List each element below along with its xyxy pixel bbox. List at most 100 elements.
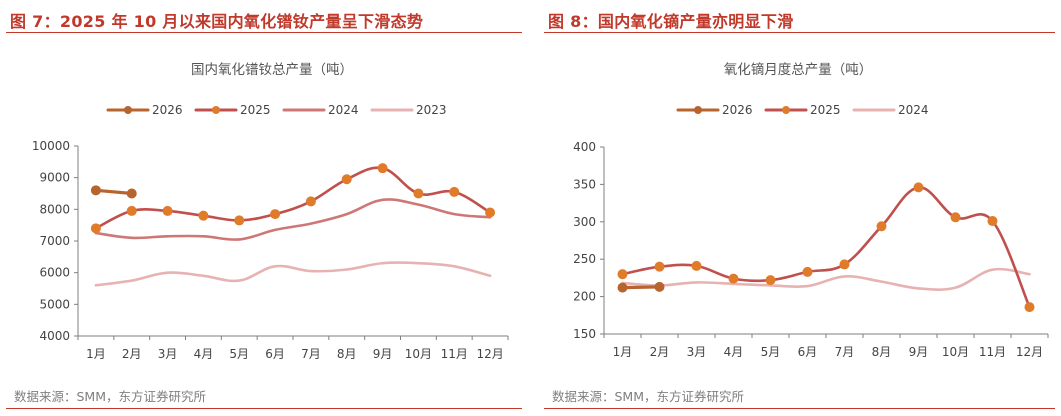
figure-title: 图 7：2025 年 10 月以来国内氧化镨钕产量呈下滑态势 (10, 12, 424, 31)
x-tick-label: 8月 (872, 345, 892, 359)
source-note: 数据来源：SMM，东方证券研究所 (552, 389, 745, 404)
y-tick-label: 6000 (39, 266, 70, 280)
y-tick-label: 5000 (39, 297, 70, 311)
series-line-2026 (620, 285, 662, 290)
data-point-2025 (162, 205, 173, 216)
chart-title: 国内氧化镨钕总产量（吨） (191, 62, 353, 78)
figure-8-chart: 氧化镝月度总产量（吨） 2026 2025 2024 150 200 250 300 350 40… (573, 61, 1049, 359)
y-tick-label: 250 (573, 252, 596, 266)
data-point-2026 (617, 282, 628, 293)
x-tick-label: 11月 (979, 345, 1006, 359)
data-point-2025 (449, 186, 460, 197)
title-divider (544, 32, 1055, 33)
legend-label: 2025 (240, 103, 271, 117)
series-line-2024 (94, 198, 492, 241)
data-point-2026 (126, 188, 137, 199)
y-tick-label: 200 (573, 290, 596, 304)
chart-title: 氧化镝月度总产量（吨） (724, 61, 873, 78)
data-point-2026 (654, 281, 665, 292)
legend-item-2026: 2026 (676, 103, 753, 117)
series-line-2024 (621, 267, 1031, 291)
y-tick-label: 350 (573, 177, 596, 191)
x-tick-label: 1月 (86, 347, 106, 361)
data-point-2025 (765, 275, 776, 286)
data-point-2025 (377, 163, 388, 174)
data-point-2025 (270, 209, 281, 220)
legend-label: 2024 (328, 103, 359, 117)
x-tick-label: 2月 (650, 345, 670, 359)
y-tick-label: 9000 (39, 171, 70, 185)
legend-marker (694, 106, 702, 114)
source-note: 数据来源：SMM，东方证券研究所 (14, 389, 207, 404)
y-tick-label: 150 (573, 327, 596, 341)
data-point-2025 (691, 260, 702, 271)
series-line-2025 (94, 166, 492, 230)
data-point-2025 (413, 188, 424, 199)
data-point-2026 (90, 185, 101, 196)
x-tick-label: 6月 (798, 345, 818, 359)
legend-item-2025: 2025 (764, 103, 841, 117)
legend-label: 2023 (416, 103, 447, 117)
figure-7-chart: 国内氧化镨钕总产量（吨） 2026 2025 2024 2023 4000 5000 6000… (32, 62, 509, 361)
x-tick-label: 8月 (337, 347, 357, 361)
legend-label: 2025 (810, 103, 841, 117)
data-point-2025 (913, 182, 924, 193)
x-tick-label: 12月 (476, 347, 503, 361)
series-line-2025 (621, 186, 1031, 309)
figure-7-panel: 图 7：2025 年 10 月以来国内氧化镨钕产量呈下滑态势 国内氧化镨钕总产量… (0, 0, 528, 416)
bottom-divider (6, 408, 522, 409)
x-tick-label: 3月 (158, 347, 178, 361)
x-tick-label: 5月 (761, 345, 781, 359)
data-point-2025 (90, 223, 101, 234)
legend-item-2025: 2025 (194, 103, 271, 117)
data-point-2025 (617, 269, 628, 280)
bottom-divider (544, 408, 1055, 409)
data-point-2025 (802, 266, 813, 277)
x-tick-label: 10月 (942, 345, 969, 359)
x-tick-label: 9月 (373, 347, 393, 361)
figure-title: 图 8：国内氧化镝产量亦明显下滑 (548, 12, 794, 31)
legend-item-2024: 2024 (282, 103, 359, 117)
data-point-2025 (839, 259, 850, 270)
legend-marker (124, 106, 132, 114)
y-tick-label: 7000 (39, 234, 70, 248)
x-tick-label: 1月 (613, 345, 633, 359)
legend-marker (782, 106, 790, 114)
data-point-2025 (198, 210, 209, 221)
x-tick-label: 7月 (835, 345, 855, 359)
x-tick-label: 4月 (724, 345, 744, 359)
data-point-2025 (126, 205, 137, 216)
legend-item-2023: 2023 (370, 103, 447, 117)
data-point-2025 (987, 216, 998, 227)
y-tick-label: 4000 (39, 329, 70, 343)
legend-label: 2026 (152, 103, 183, 117)
x-tick-label: 3月 (687, 345, 707, 359)
data-point-2025 (950, 212, 961, 223)
y-tick-label: 8000 (39, 202, 70, 216)
legend-label: 2024 (898, 103, 929, 117)
series-line-2023 (94, 261, 492, 287)
x-tick-label: 4月 (194, 347, 214, 361)
legend-item-2026: 2026 (106, 103, 183, 117)
x-tick-label: 10月 (405, 347, 432, 361)
legend-marker (212, 106, 220, 114)
data-point-2025 (234, 215, 245, 226)
data-point-2025 (728, 273, 739, 284)
x-tick-label: 5月 (229, 347, 249, 361)
x-tick-label: 7月 (301, 347, 321, 361)
legend-label: 2026 (722, 103, 753, 117)
x-tick-label: 6月 (265, 347, 285, 361)
x-tick-label: 11月 (441, 347, 468, 361)
series-line-2026 (94, 188, 134, 196)
data-point-2025 (485, 207, 496, 218)
data-point-2025 (341, 174, 352, 185)
data-point-2025 (1024, 302, 1035, 313)
figure-8-panel: 图 8：国内氧化镝产量亦明显下滑 氧化镝月度总产量（吨） 2026 2025 2024… (538, 0, 1061, 416)
y-tick-label: 300 (573, 215, 596, 229)
title-divider (6, 32, 522, 33)
x-tick-label: 9月 (909, 345, 929, 359)
y-tick-label: 10000 (32, 139, 70, 153)
data-point-2025 (305, 196, 316, 207)
data-point-2025 (876, 221, 887, 232)
x-tick-label: 12月 (1016, 345, 1043, 359)
